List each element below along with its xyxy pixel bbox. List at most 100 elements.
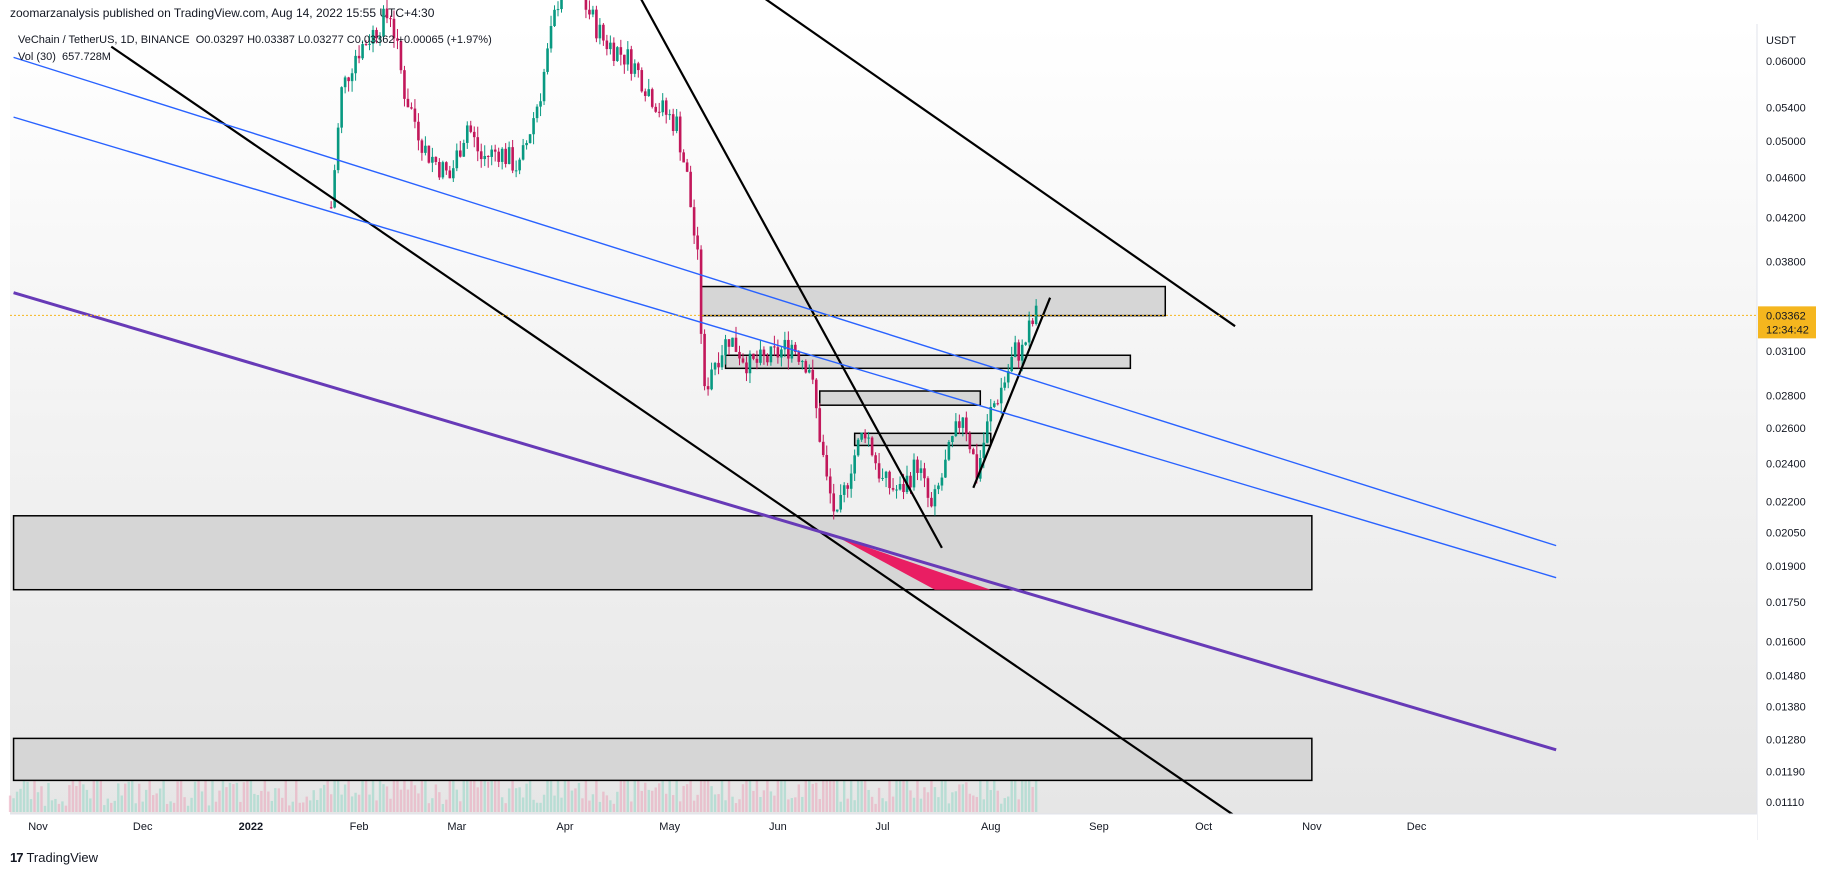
price-tick-label: 0.03800 — [1766, 257, 1806, 269]
volume-bar — [986, 768, 989, 812]
volume-bar — [535, 802, 539, 812]
volume-bar — [640, 790, 643, 812]
volume-bar — [581, 798, 584, 812]
volume-bar — [113, 800, 116, 812]
publish-header: zoomarzanalysis published on TradingView… — [0, 0, 1834, 22]
candle-body — [396, 38, 399, 41]
candle-body — [1020, 344, 1024, 361]
candle-body — [556, 9, 560, 11]
candle-body — [846, 485, 849, 489]
volume-bar — [403, 774, 406, 812]
volume-bar — [951, 792, 954, 812]
volume-bar — [200, 791, 204, 812]
volume-bar — [106, 798, 109, 812]
volume-bar — [644, 782, 647, 812]
volume-bar — [710, 786, 713, 812]
candle-body — [926, 478, 930, 498]
volume-bar — [919, 798, 923, 812]
candle-body — [476, 137, 480, 152]
volume-bar — [563, 775, 567, 812]
volume-bar — [396, 778, 399, 812]
volume-bar — [382, 784, 385, 812]
candle-body — [1027, 320, 1031, 343]
footer-brand[interactable]: 17 TradingView — [10, 850, 98, 865]
candle-body — [867, 437, 870, 439]
candle-body — [417, 121, 420, 141]
candle-body — [734, 337, 738, 352]
volume-bar — [521, 797, 525, 812]
volume-bar — [745, 776, 748, 812]
candle-body — [780, 349, 783, 358]
volume-title[interactable]: Vol (30) — [18, 51, 56, 63]
volume-bar — [692, 800, 696, 812]
volume-bar — [933, 787, 937, 812]
volume-bar — [979, 764, 982, 812]
candle-body — [591, 9, 595, 15]
candle-body — [504, 148, 507, 165]
zone-rectangle — [700, 285, 1167, 317]
volume-bar — [863, 767, 867, 812]
candle-body — [951, 436, 954, 442]
volume-bar — [371, 777, 375, 812]
volume-bar — [350, 796, 354, 812]
time-tick-label: Sep — [1089, 821, 1109, 833]
candle-body — [940, 477, 944, 486]
volume-bar — [549, 766, 553, 812]
volume-bar — [623, 764, 626, 812]
candle-body — [458, 150, 462, 157]
candle-body — [996, 403, 1000, 405]
volume-bar — [322, 784, 326, 812]
volume-bar — [797, 784, 801, 812]
candle-body — [835, 509, 839, 512]
price-tick-label: 0.01480 — [1766, 671, 1806, 683]
candle-body — [1034, 305, 1038, 325]
volume-bar — [169, 801, 172, 812]
volume-bar — [438, 792, 441, 812]
price-axis[interactable]: USDT 0.06000 0.05400 0.05000 0.04600 0.04200… — [1756, 24, 1834, 840]
volume-bar — [671, 795, 675, 812]
publish-info: zoomarzanalysis published on TradingView… — [10, 6, 435, 20]
volume-bar — [364, 766, 368, 812]
candle-body — [424, 145, 427, 153]
candle-body — [410, 107, 413, 109]
candle-body — [375, 29, 378, 39]
candle-body — [389, 18, 392, 20]
black-trendline-long — [110, 45, 1236, 817]
volume-bar — [117, 783, 120, 812]
candle-body — [619, 47, 623, 55]
volume-bar — [36, 792, 40, 812]
candle-body — [371, 29, 375, 44]
candle-body — [699, 249, 703, 334]
price-tick-label: 0.05000 — [1766, 136, 1806, 148]
volume-bar — [298, 802, 301, 812]
candle-body — [528, 134, 532, 143]
volume-bar — [605, 795, 609, 812]
volume-bar — [490, 772, 493, 812]
candle-body — [431, 156, 434, 163]
volume-bar — [193, 781, 197, 812]
time-axis[interactable]: Nov Dec 2022 Feb Mar Apr May Jun Jul Aug Sep Oct Nov… — [10, 813, 1757, 840]
volume-bar — [626, 767, 630, 812]
candle-body — [445, 162, 448, 171]
candle-body — [992, 403, 996, 407]
volume-bar — [476, 787, 479, 812]
candle-body — [605, 40, 609, 50]
symbol-title[interactable]: VeChain / TetherUS, 1D, BINANCE — [18, 34, 190, 46]
volume-legend[interactable]: Vol (30) 657.728M — [18, 51, 111, 63]
volume-bar — [399, 789, 403, 812]
symbol-legend[interactable]: VeChain / TetherUS, 1D, BINANCE O0.03297… — [18, 34, 492, 46]
volume-bar — [989, 790, 992, 812]
volume-bar — [43, 805, 47, 812]
volume-bar — [473, 776, 476, 812]
countdown-label: 12:34:42 — [1766, 324, 1809, 336]
time-tick-label: Nov — [1302, 821, 1322, 833]
volume-bar — [207, 805, 211, 812]
candle-body — [814, 379, 818, 409]
price-tick-label: 0.01380 — [1766, 701, 1806, 713]
volume-bar — [996, 790, 999, 812]
price-tick-label: 0.02600 — [1766, 423, 1806, 435]
candle-body — [549, 26, 553, 49]
candle-body — [731, 337, 734, 347]
volume-bar — [141, 801, 144, 812]
